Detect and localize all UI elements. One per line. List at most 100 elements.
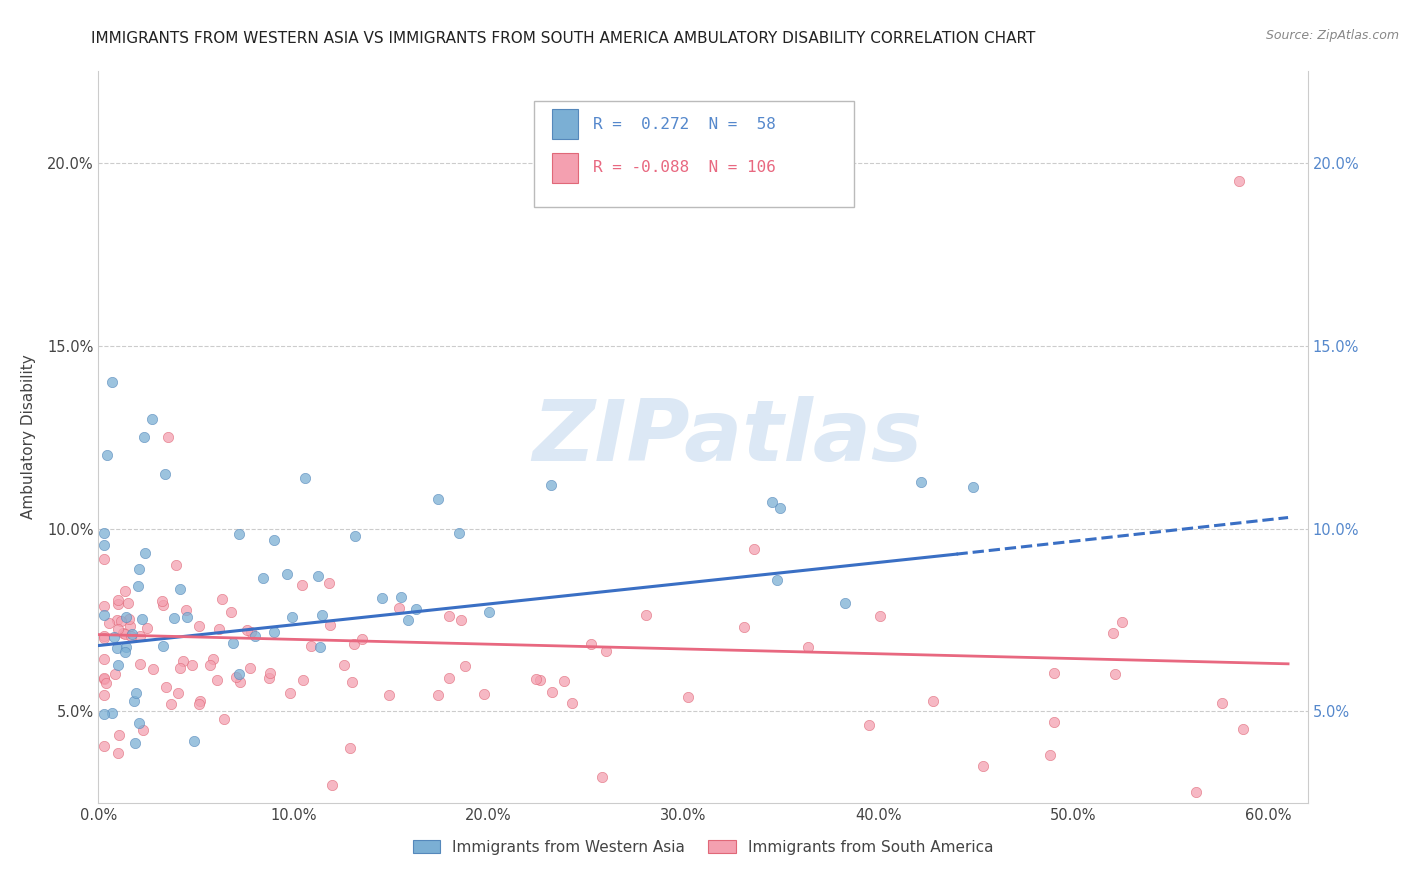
Point [370, 591, 392, 605]
Point [396, 614, 419, 628]
Point [1111, 615, 1133, 630]
Point [307, 569, 329, 583]
Point [127, 579, 149, 593]
Point [243, 629, 266, 643]
Point [236, 623, 259, 637]
Point [115, 640, 138, 654]
Point [454, 659, 477, 673]
Point [426, 492, 449, 507]
Text: R = -0.088  N = 106: R = -0.088 N = 106 [593, 161, 776, 176]
Point [389, 591, 412, 605]
Point [183, 734, 205, 748]
Point [540, 478, 562, 492]
Point [169, 582, 191, 596]
Point [162, 611, 184, 625]
Point [321, 778, 343, 792]
Point [276, 566, 298, 581]
Point [208, 622, 231, 636]
Point [259, 666, 281, 681]
Point [352, 632, 374, 647]
Bar [551, 109, 578, 139]
Point [118, 612, 141, 626]
Point [160, 697, 183, 711]
Point [114, 645, 136, 659]
Point [344, 529, 367, 543]
Point [120, 619, 142, 633]
Point [797, 640, 820, 654]
Point [110, 614, 132, 628]
Point [93, 525, 115, 540]
Point [93, 672, 115, 686]
Point [1232, 723, 1254, 737]
Point [553, 673, 575, 688]
Point [93, 706, 115, 721]
Point [541, 685, 564, 699]
Point [263, 625, 285, 640]
Point [107, 746, 129, 760]
Point [377, 689, 399, 703]
Point [318, 576, 340, 591]
Point [128, 562, 150, 576]
Point [972, 759, 994, 773]
Point [339, 740, 361, 755]
Point [761, 495, 783, 509]
Point [93, 629, 115, 643]
Point [93, 689, 115, 703]
Point [111, 625, 134, 640]
Point [1102, 625, 1125, 640]
Y-axis label: Ambulatory Disability: Ambulatory Disability [21, 355, 35, 519]
Point [153, 467, 176, 481]
Point [765, 574, 787, 588]
Point [529, 673, 551, 688]
Point [318, 618, 340, 632]
Point [252, 571, 274, 585]
Point [94, 676, 117, 690]
Point [478, 605, 501, 619]
Point [228, 674, 250, 689]
Point [910, 475, 932, 490]
Point [128, 715, 150, 730]
Point [93, 552, 115, 566]
Point [132, 723, 155, 737]
Point [595, 643, 617, 657]
Point [591, 770, 613, 784]
Point [142, 662, 165, 676]
Point [125, 686, 148, 700]
Point [93, 608, 115, 623]
Text: Source: ZipAtlas.com: Source: ZipAtlas.com [1265, 29, 1399, 42]
Point [107, 593, 129, 607]
Point [105, 613, 128, 627]
Point [107, 622, 129, 636]
Point [104, 666, 127, 681]
Point [291, 578, 314, 592]
Point [733, 619, 755, 633]
Point [96, 448, 118, 462]
Point [129, 629, 152, 643]
Point [311, 608, 333, 623]
Point [211, 591, 233, 606]
Point [101, 706, 124, 720]
Point [174, 603, 197, 617]
Point [343, 636, 366, 650]
Point [1104, 667, 1126, 681]
Point [121, 627, 143, 641]
Point [257, 671, 280, 685]
Point [472, 687, 495, 701]
Point [101, 375, 124, 389]
Point [1043, 666, 1066, 681]
Point [388, 600, 411, 615]
Point [190, 694, 212, 708]
Point [676, 690, 699, 704]
Point [219, 605, 242, 619]
Point [299, 639, 322, 653]
Point [834, 596, 856, 610]
Point [93, 672, 115, 686]
Point [1043, 715, 1066, 730]
Point [117, 596, 139, 610]
Point [165, 558, 187, 573]
Point [239, 624, 262, 639]
Point [636, 607, 658, 622]
Point [1211, 696, 1233, 710]
Point [561, 697, 583, 711]
Point [1227, 174, 1250, 188]
